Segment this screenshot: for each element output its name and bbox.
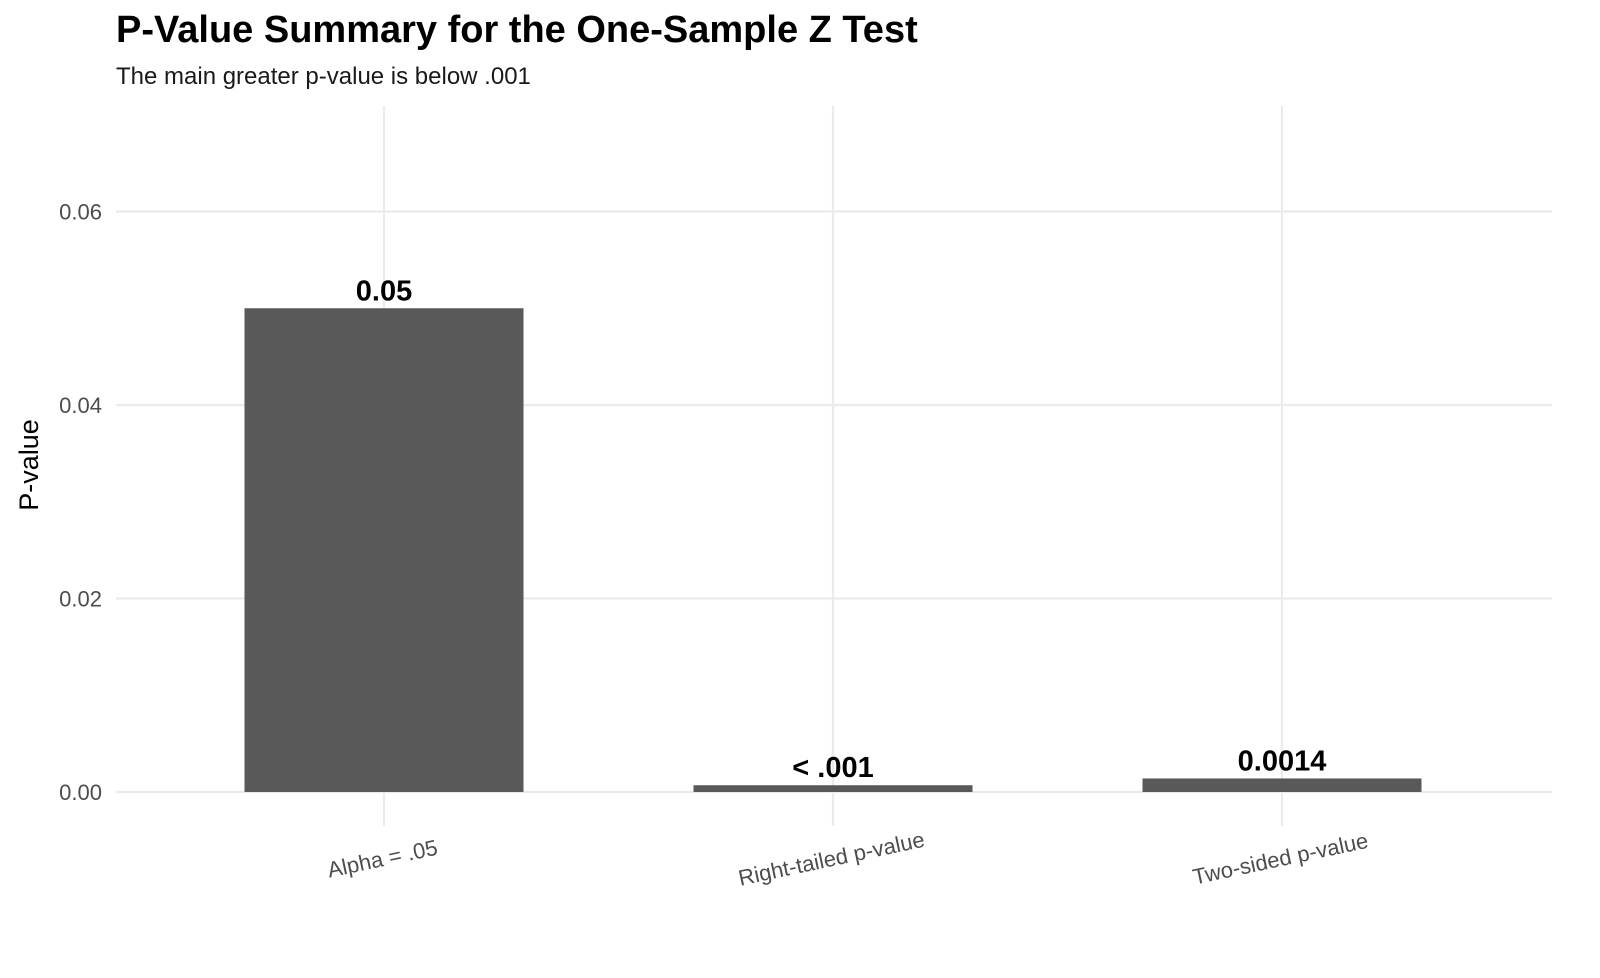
y-axis-ticks: 0.00 0.02 0.04 0.06 (59, 200, 102, 806)
bars (244, 308, 1422, 792)
y-tick-label: 0.02 (59, 587, 102, 612)
y-tick-label: 0.00 (59, 780, 102, 805)
x-axis-ticks: Alpha = .05 Right-tailed p-value Two-sided… (325, 827, 1370, 891)
bar-value-label: 0.0014 (1238, 745, 1327, 777)
bar (1142, 778, 1422, 792)
bar (693, 785, 973, 792)
x-tick-label: Right-tailed p-value (736, 827, 927, 891)
bar-value-label: < .001 (792, 752, 873, 784)
chart-title: P-Value Summary for the One-Sample Z Tes… (116, 9, 918, 51)
data-labels: 0.05 < .001 0.0014 (356, 275, 1327, 784)
x-tick-label: Alpha = .05 (325, 835, 440, 883)
chart-subtitle: The main greater p-value is below .001 (116, 63, 531, 90)
y-tick-label: 0.06 (59, 200, 102, 225)
bar-value-label: 0.05 (356, 275, 412, 307)
x-tick-label: Two-sided p-value (1191, 828, 1371, 890)
y-axis-title: P-value (14, 419, 44, 511)
bar (244, 308, 524, 792)
y-tick-label: 0.04 (59, 393, 102, 418)
